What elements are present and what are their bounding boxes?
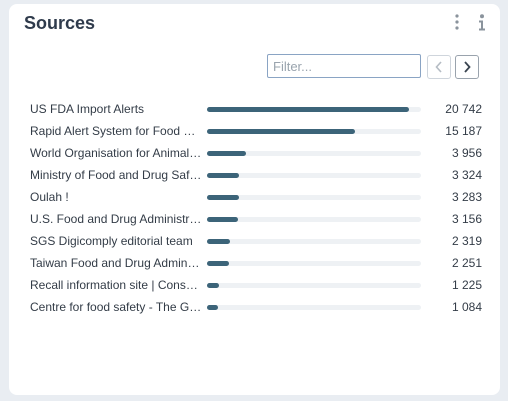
source-bar-fill: [207, 107, 410, 112]
list-item[interactable]: Oulah ! 3 283: [30, 187, 484, 209]
previous-page-button[interactable]: [427, 55, 451, 79]
source-bar-fill: [207, 305, 218, 310]
source-count: 3 283: [451, 190, 482, 204]
source-bar-track[interactable]: [207, 151, 421, 156]
source-bar-track[interactable]: [207, 283, 421, 288]
chevron-right-icon: [464, 61, 471, 73]
source-count: 2 251: [451, 256, 482, 270]
source-bar-track[interactable]: [207, 107, 421, 112]
list-item[interactable]: Recall information site | Consumer Affai…: [30, 275, 484, 297]
info-icon[interactable]: [475, 12, 489, 32]
source-label[interactable]: SGS Digicomply editorial team: [30, 234, 193, 248]
source-bar-track[interactable]: [207, 261, 421, 266]
source-bar-fill: [207, 217, 238, 222]
source-bar-fill: [207, 195, 239, 200]
source-count: 20 742: [445, 102, 482, 116]
filter-input[interactable]: [267, 54, 421, 78]
source-count: 3 324: [451, 168, 482, 182]
list-item[interactable]: US FDA Import Alerts 20 742: [30, 99, 484, 121]
source-bar-track[interactable]: [207, 305, 421, 310]
source-list: US FDA Import Alerts 20 742 Rapid Alert Sy…: [30, 99, 484, 319]
source-bar-track[interactable]: [207, 195, 421, 200]
source-label[interactable]: Centre for food safety - The Government …: [30, 300, 202, 314]
source-label[interactable]: Rapid Alert System for Food and Feed (RA…: [30, 124, 202, 138]
list-item[interactable]: Rapid Alert System for Food and Feed (RA…: [30, 121, 484, 143]
source-label[interactable]: US FDA Import Alerts: [30, 102, 145, 116]
list-item[interactable]: World Organisation for Animal Health (WO…: [30, 143, 484, 165]
list-item[interactable]: Ministry of Food and Drug Safety (MFDS) 3…: [30, 165, 484, 187]
source-count: 2 319: [451, 234, 482, 248]
source-bar-track[interactable]: [207, 217, 421, 222]
chevron-left-icon: [435, 61, 442, 73]
list-item[interactable]: Taiwan Food and Drug Administration (TFD…: [30, 253, 484, 275]
list-item[interactable]: Centre for food safety - The Government …: [30, 297, 484, 319]
source-count: 15 187: [445, 124, 482, 138]
source-label[interactable]: U.S. Food and Drug Administration (FDA): [30, 212, 202, 226]
source-count: 1 225: [451, 278, 482, 292]
source-bar-track[interactable]: [207, 173, 421, 178]
source-bar-track[interactable]: [207, 129, 421, 134]
kebab-menu-icon[interactable]: [450, 12, 464, 32]
source-bar-fill: [207, 261, 229, 266]
source-bar-fill: [207, 151, 246, 156]
source-count: 3 956: [451, 146, 482, 160]
card-title: Sources: [24, 13, 96, 33]
source-bar-fill: [207, 283, 219, 288]
next-page-button[interactable]: [455, 55, 479, 79]
source-count: 3 156: [451, 212, 482, 226]
sources-card: Sources US FDA Import Alerts 20 742 Rapid …: [9, 4, 500, 395]
source-bar-fill: [207, 129, 356, 134]
source-bar-fill: [207, 239, 230, 244]
source-bar-track[interactable]: [207, 239, 421, 244]
list-item[interactable]: SGS Digicomply editorial team 2 319: [30, 231, 484, 253]
source-label[interactable]: World Organisation for Animal Health (WO…: [30, 146, 202, 160]
list-item[interactable]: U.S. Food and Drug Administration (FDA) 3…: [30, 209, 484, 231]
source-label[interactable]: Recall information site | Consumer Affai…: [30, 278, 202, 292]
source-count: 1 084: [451, 300, 482, 314]
source-label[interactable]: Ministry of Food and Drug Safety (MFDS): [30, 168, 202, 182]
source-label[interactable]: Oulah !: [30, 190, 69, 204]
source-label[interactable]: Taiwan Food and Drug Administration (TFD…: [30, 256, 202, 270]
source-bar-fill: [207, 173, 240, 178]
